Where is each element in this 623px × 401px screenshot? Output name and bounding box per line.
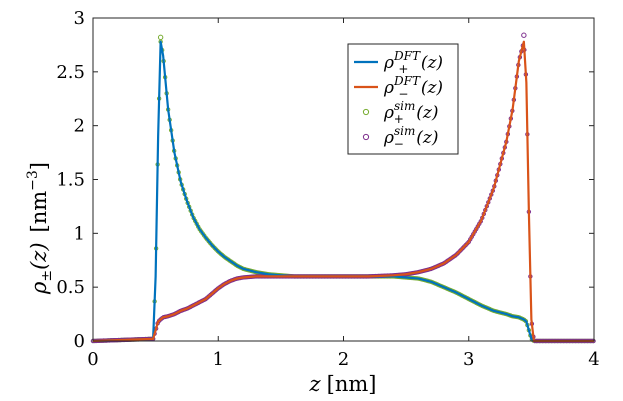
- legend-label-minus_sim: ρsim − (z): [383, 124, 438, 151]
- x-axis-title: z [nm]: [309, 372, 377, 396]
- series-layer: [90, 32, 596, 344]
- y-title-arg: (z): [27, 242, 51, 269]
- y-title-sub: ±: [39, 270, 55, 282]
- y-title-unit-close: ]: [27, 162, 51, 170]
- svg-text:ρ±(z)[nm−3]: ρ±(z) [nm−3]: [25, 162, 55, 295]
- y-title-unit: [nm: [27, 191, 51, 233]
- y-tick-label: 3: [74, 8, 85, 29]
- y-title-unit-exp: −3: [25, 170, 41, 191]
- plus_sim-peak-marker: [157, 34, 164, 41]
- y-tick-label: 0.5: [56, 277, 85, 298]
- y-tick-label: 2: [74, 116, 85, 137]
- x-title-symbol: z: [309, 372, 322, 396]
- y-tick-label: 0: [74, 331, 85, 352]
- y-tick-label: 2.5: [56, 62, 85, 83]
- minus_dft-line: [92, 40, 594, 343]
- x-tick-label: 0: [87, 349, 98, 370]
- y-tick-label: 1: [74, 223, 85, 244]
- plus_dft-line: [92, 40, 594, 343]
- legend: ρDFT + (z)ρDFT − (z)ρsim + (z)ρsim − (z): [347, 43, 459, 155]
- legend-label-plus_dft: ρDFT + (z): [383, 49, 443, 76]
- minus_sim-peak-marker: [521, 32, 527, 38]
- x-tick-label: 2: [338, 349, 349, 370]
- y-axis-title: ρ±(z) [nm−3]: [25, 162, 55, 295]
- x-tick-label: 1: [213, 349, 224, 370]
- y-title-symbol: ρ: [27, 281, 51, 295]
- legend-label-minus_dft: ρDFT − (z): [383, 74, 443, 101]
- legend-label-plus_sim: ρsim + (z): [383, 99, 438, 126]
- legend-swatch-plus_sim: [362, 108, 370, 116]
- svg-text:z[nm]: z [nm]: [309, 372, 377, 396]
- legend-swatch-minus_sim: [362, 133, 370, 141]
- x-tick-label: 4: [588, 349, 599, 370]
- x-tick-label: 3: [463, 349, 474, 370]
- x-title-unit: [nm]: [327, 372, 377, 396]
- y-tick-label: 1.5: [56, 170, 85, 191]
- ticks-layer: 0 1 2 3 4 0 0.5 1 1.5 2 2.5 3: [56, 8, 599, 370]
